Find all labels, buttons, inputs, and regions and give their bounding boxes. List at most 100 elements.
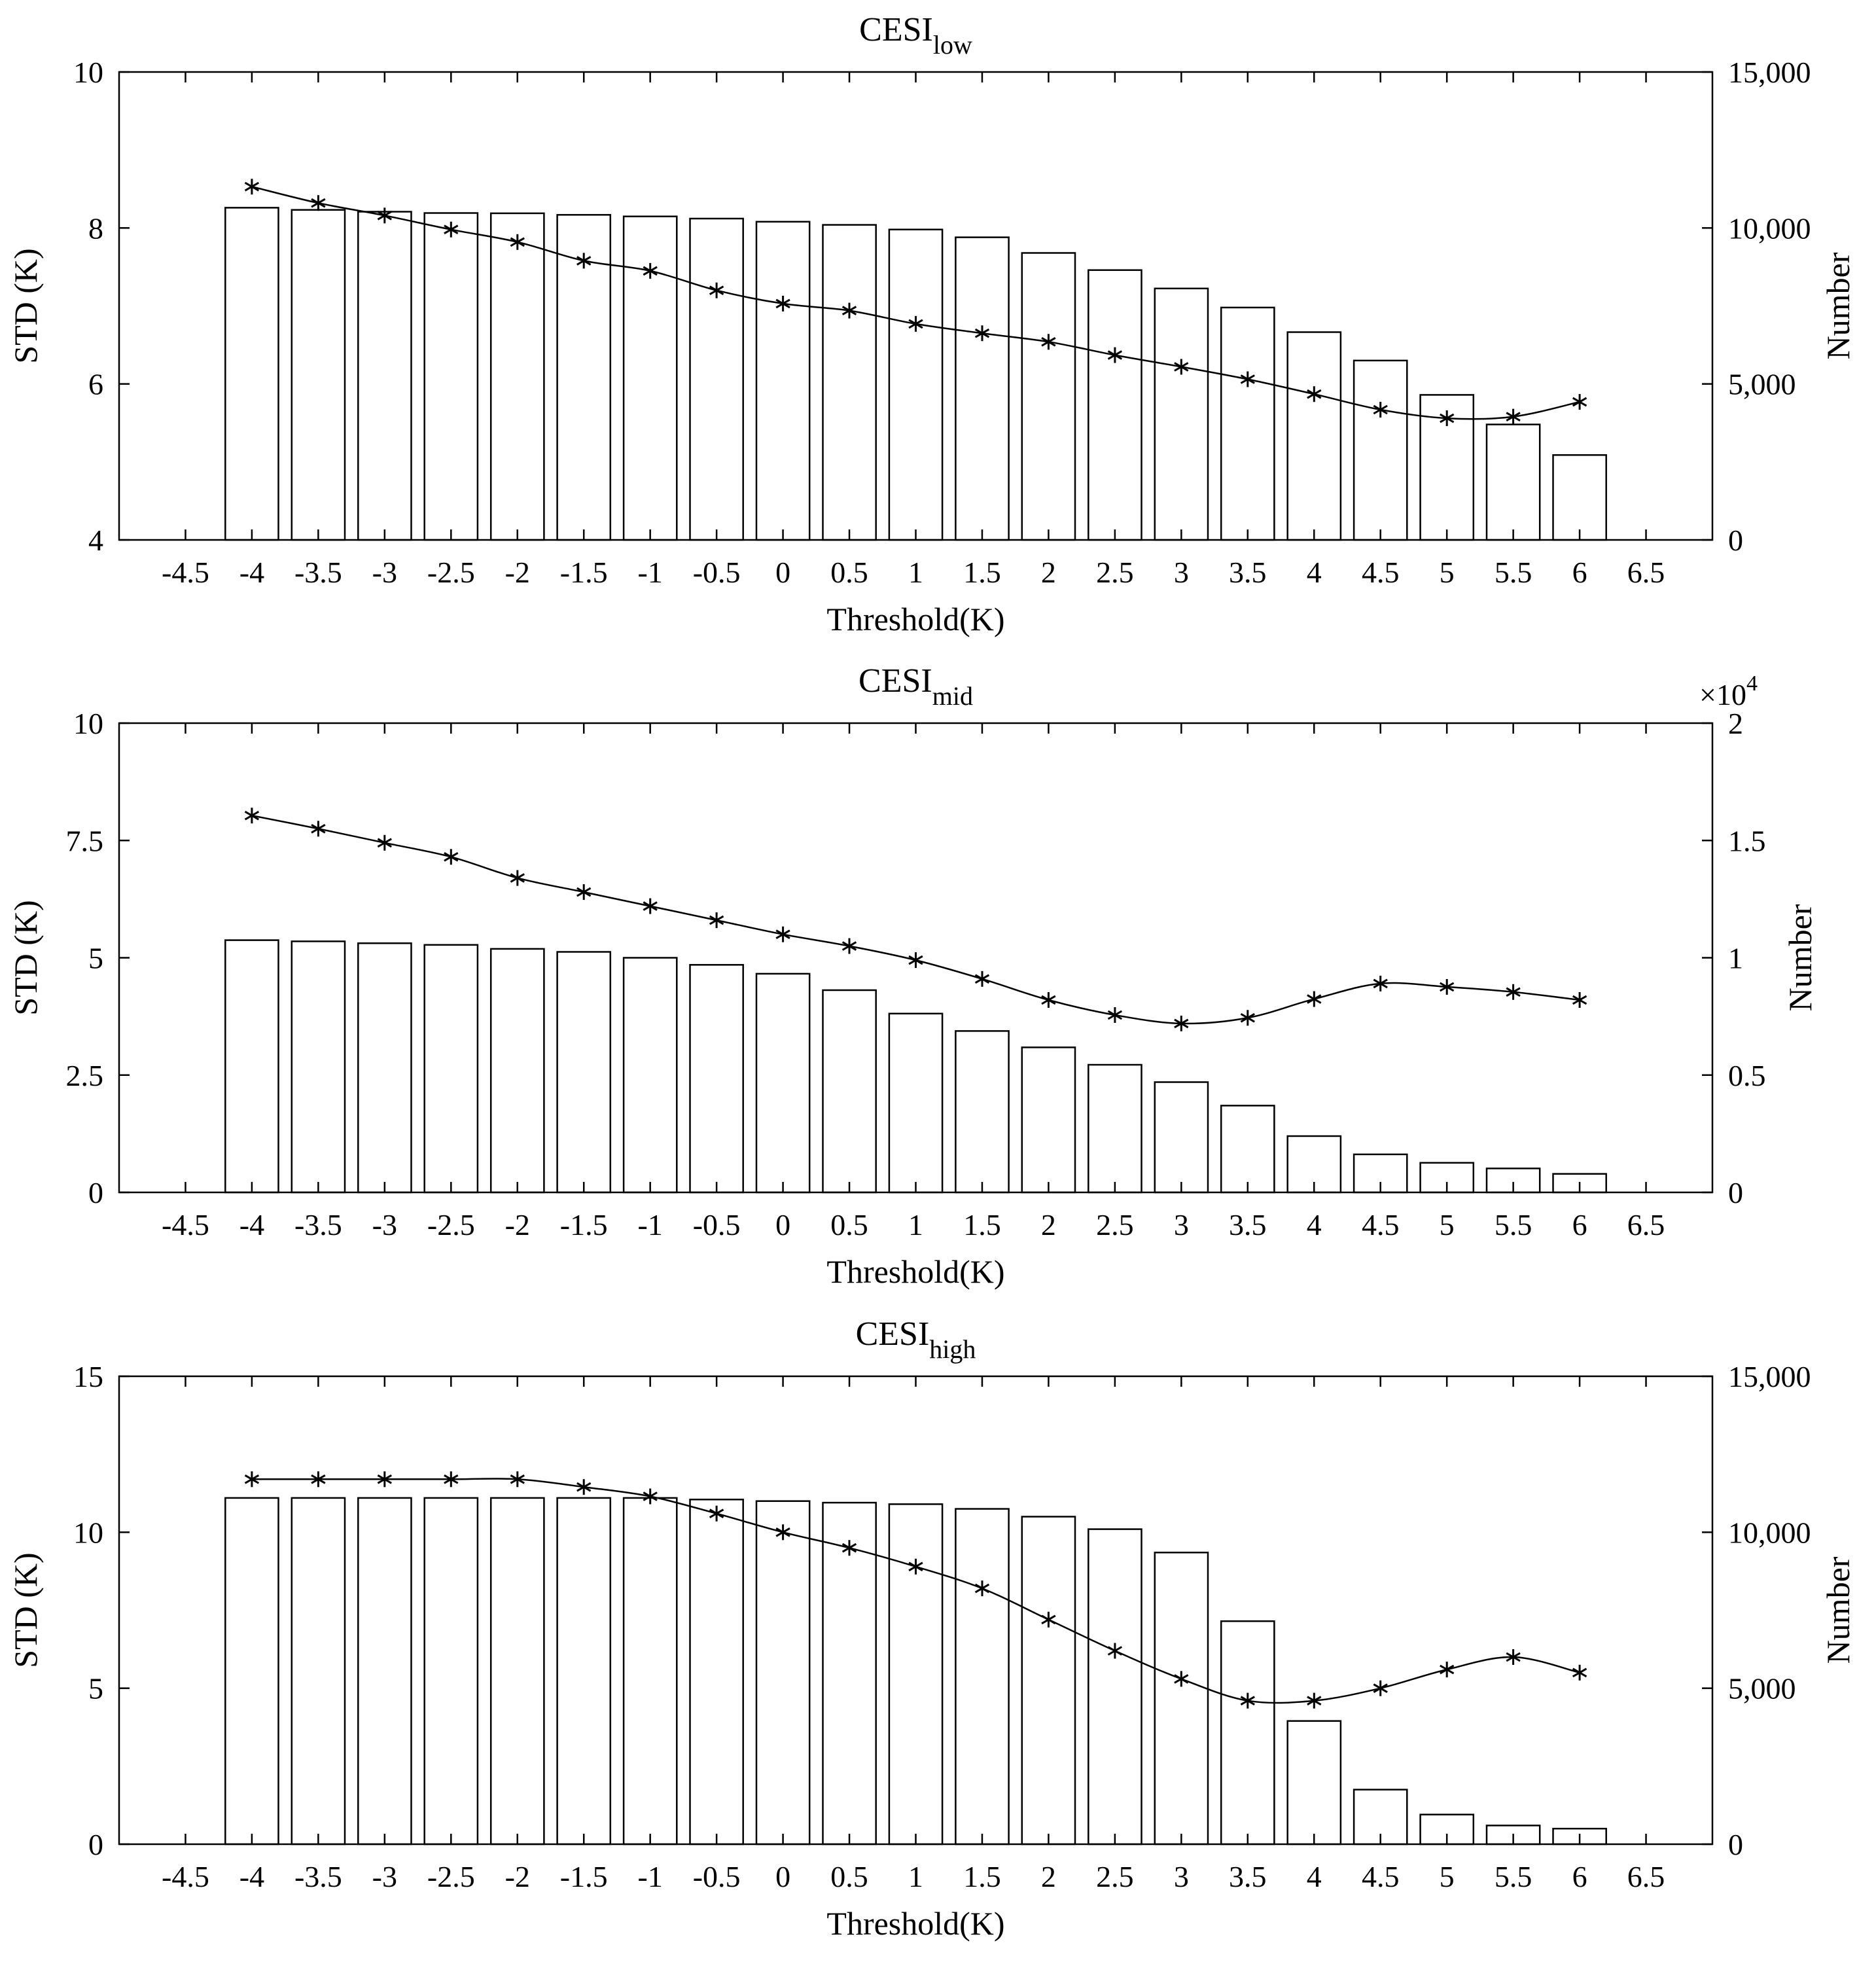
asterisk-stroke: [1572, 397, 1587, 407]
y-left-tick-label: 4: [88, 524, 103, 557]
y-left-tick-label: 15: [73, 1360, 103, 1393]
asterisk-stroke: [311, 198, 326, 208]
bar-2: [1021, 1516, 1076, 1846]
std-marker-4.5: [1373, 975, 1388, 991]
x-tick-label: 4: [1307, 1208, 1322, 1241]
x-tick-label: -1: [638, 556, 663, 589]
std-marker--1.5: [576, 253, 592, 269]
bar-1: [888, 228, 944, 541]
std-marker-3: [1174, 359, 1189, 375]
chart-title: CESIlow: [859, 11, 972, 60]
x-tick-label: -1: [638, 1860, 663, 1893]
asterisk-stroke: [974, 1583, 990, 1594]
bar-0.5: [822, 224, 877, 541]
bar--4: [224, 1497, 279, 1846]
x-tick-label: 1.5: [963, 556, 1001, 589]
std-marker--1: [643, 1488, 658, 1505]
asterisk-stroke: [1174, 1674, 1189, 1684]
std-marker--0.5: [709, 282, 724, 298]
bar-0: [755, 221, 811, 541]
y-right-axis-label: Number: [1820, 252, 1856, 359]
y-left-tick-label: 10: [73, 56, 103, 89]
std-marker--2: [510, 1471, 525, 1488]
bar-3.5: [1220, 1105, 1275, 1194]
x-tick-label: -4: [239, 1860, 264, 1893]
asterisk-stroke: [1240, 1696, 1255, 1705]
asterisk-stroke: [1307, 994, 1322, 1004]
y-left-axis-label: STD (K): [7, 900, 44, 1015]
asterisk-stroke: [709, 1508, 724, 1518]
bar-2: [1021, 1046, 1076, 1194]
chart-title-subscript: low: [933, 30, 972, 60]
bar--4: [224, 207, 279, 541]
std-marker-0: [775, 295, 790, 312]
y-right-tick-label: 2: [1728, 707, 1743, 740]
bar--1.5: [556, 1497, 612, 1846]
std-marker--2: [510, 234, 525, 250]
asterisk-stroke: [709, 285, 724, 295]
x-tick-label: 3.5: [1229, 1860, 1267, 1893]
asterisk-stroke: [377, 838, 392, 848]
std-marker--4: [244, 179, 260, 195]
x-tick-label: 2: [1041, 1860, 1056, 1893]
x-tick-label: 6: [1572, 1860, 1587, 1893]
std-marker--3.5: [311, 821, 326, 837]
asterisk-stroke: [311, 1474, 326, 1484]
std-marker-3.5: [1240, 1692, 1255, 1709]
chart-panel-low: -4.5 -4 -3.5 -3 -2.5 -2 -1.5 -1 -0.5 0 0.5 1 1.5 2 2.5…: [7, 11, 1856, 637]
std-marker-0.5: [841, 938, 857, 954]
y-right-tick-label: 1.5: [1728, 824, 1766, 857]
y-right-tick-label: 0: [1728, 524, 1743, 557]
y-right-tick-label: 15,000: [1728, 56, 1811, 89]
asterisk-stroke: [1440, 982, 1455, 992]
y-left-tick-label: 10: [73, 707, 103, 740]
asterisk-stroke: [974, 328, 990, 338]
x-tick-label: -0.5: [693, 556, 741, 589]
asterisk-stroke: [1174, 362, 1189, 372]
y-left-axis-label: STD (K): [7, 248, 44, 363]
asterisk-stroke: [1107, 1010, 1123, 1020]
y-left-tick-label: 0: [88, 1828, 103, 1861]
chart-title: CESIhigh: [856, 1315, 976, 1364]
x-tick-label: 5.5: [1495, 1860, 1532, 1893]
y-left-axis-label: STD (K): [7, 1552, 44, 1668]
bar--2: [489, 948, 545, 1194]
chart-title: CESImid: [858, 662, 973, 711]
asterisk-stroke: [709, 915, 724, 925]
asterisk-stroke: [1041, 1614, 1056, 1625]
std-marker-2: [1041, 334, 1056, 350]
bar--2.5: [423, 212, 479, 541]
std-marker--4: [244, 808, 260, 824]
asterisk-stroke: [1307, 389, 1322, 399]
std-marker--0.5: [709, 912, 724, 929]
x-tick-label: -1: [638, 1208, 663, 1241]
x-tick-label: -2: [505, 1208, 530, 1241]
bar--3.5: [291, 209, 346, 541]
asterisk-stroke: [908, 1561, 923, 1572]
x-tick-label: 3.5: [1229, 556, 1267, 589]
x-tick-label: -1.5: [560, 1860, 608, 1893]
asterisk-stroke: [1506, 412, 1521, 421]
bar--0.5: [689, 217, 744, 541]
std-marker-2: [1041, 1611, 1056, 1628]
asterisk-stroke: [1041, 995, 1056, 1005]
asterisk-stroke: [775, 929, 790, 939]
std-marker-5.5: [1506, 408, 1521, 425]
std-marker--0.5: [709, 1505, 724, 1522]
y-right-tick-label: 0: [1728, 1176, 1743, 1209]
std-marker-5: [1440, 979, 1455, 995]
x-tick-label: 2: [1041, 556, 1056, 589]
bar-4: [1286, 331, 1342, 541]
x-tick-label: 0.5: [830, 1860, 868, 1893]
x-tick-label: -3.5: [294, 1208, 342, 1241]
asterisk-stroke: [1240, 1013, 1255, 1023]
bar--0.5: [689, 964, 744, 1194]
std-marker--2.5: [444, 221, 459, 238]
bar-0: [755, 972, 811, 1194]
bar-1.5: [955, 1508, 1010, 1846]
chart-title-subscript: mid: [932, 681, 973, 711]
std-marker-1: [908, 315, 923, 332]
y-left-tick-label: 5: [88, 942, 103, 975]
x-tick-label: 0: [775, 556, 790, 589]
x-tick-label: -4.5: [162, 556, 209, 589]
